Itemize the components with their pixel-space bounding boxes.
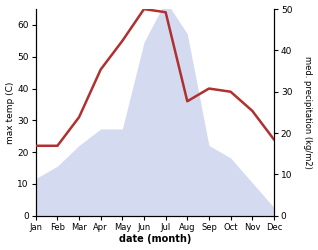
Y-axis label: max temp (C): max temp (C) <box>5 81 15 144</box>
Y-axis label: med. precipitation (kg/m2): med. precipitation (kg/m2) <box>303 56 313 169</box>
X-axis label: date (month): date (month) <box>119 234 191 244</box>
